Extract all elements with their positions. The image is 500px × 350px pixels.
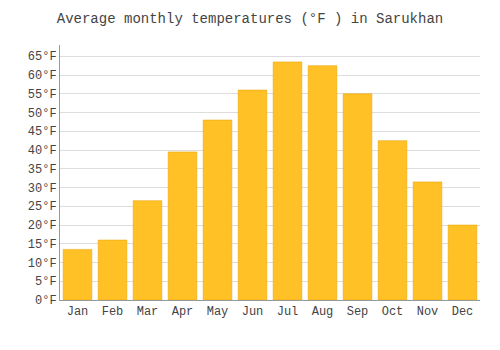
- svg-text:25°F: 25°F: [28, 200, 57, 214]
- svg-text:15°F: 15°F: [28, 238, 57, 252]
- svg-text:Jun: Jun: [242, 305, 264, 319]
- svg-text:Jan: Jan: [67, 305, 89, 319]
- svg-text:50°F: 50°F: [28, 107, 57, 121]
- svg-text:30°F: 30°F: [28, 182, 57, 196]
- svg-text:Apr: Apr: [172, 305, 194, 319]
- svg-text:45°F: 45°F: [28, 125, 57, 139]
- svg-text:10°F: 10°F: [28, 257, 57, 271]
- svg-text:Sep: Sep: [347, 305, 369, 319]
- svg-text:5°F: 5°F: [35, 275, 57, 289]
- svg-text:65°F: 65°F: [28, 50, 57, 64]
- svg-text:Feb: Feb: [102, 305, 124, 319]
- svg-text:40°F: 40°F: [28, 144, 57, 158]
- svg-text:0°F: 0°F: [35, 294, 57, 308]
- svg-text:Dec: Dec: [452, 305, 474, 319]
- svg-text:Jul: Jul: [277, 305, 299, 319]
- svg-text:Nov: Nov: [417, 305, 439, 319]
- svg-text:20°F: 20°F: [28, 219, 57, 233]
- svg-text:Aug: Aug: [312, 305, 334, 319]
- svg-text:May: May: [207, 305, 229, 319]
- svg-text:Mar: Mar: [137, 305, 159, 319]
- svg-text:60°F: 60°F: [28, 69, 57, 83]
- svg-text:Average monthly temperatures (: Average monthly temperatures (°F ) in Sa…: [57, 11, 443, 27]
- svg-text:35°F: 35°F: [28, 163, 57, 177]
- svg-text:55°F: 55°F: [28, 88, 57, 102]
- svg-text:Oct: Oct: [382, 305, 404, 319]
